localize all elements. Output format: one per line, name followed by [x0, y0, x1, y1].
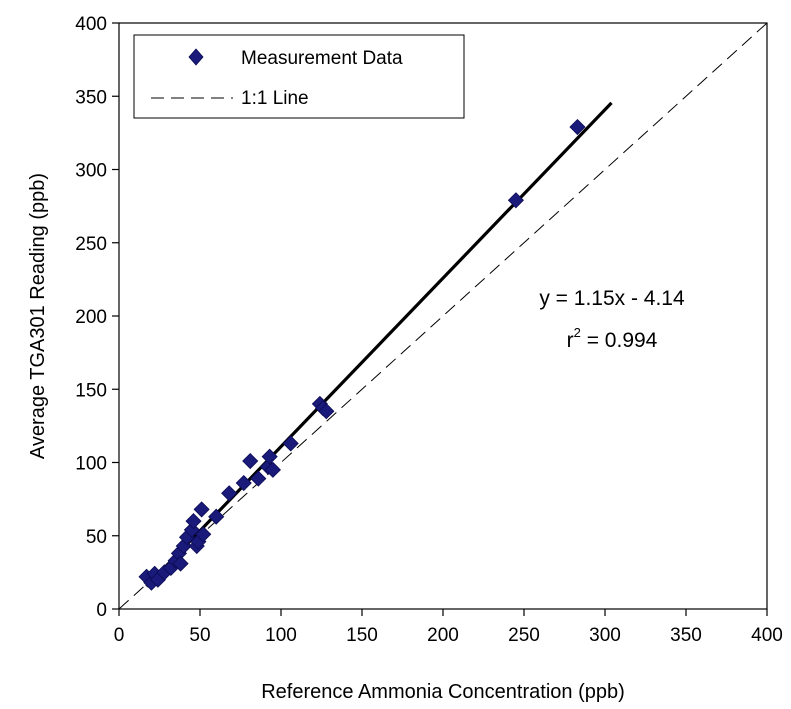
y-tick-label: 300 [75, 161, 107, 182]
data-point-marker [261, 448, 278, 465]
data-point-marker [235, 474, 252, 492]
data-point-marker [221, 485, 238, 502]
x-tick-label: 250 [508, 625, 540, 646]
x-tick-label: 50 [189, 625, 210, 646]
y-tick-label: 200 [75, 307, 107, 328]
data-point-marker [195, 526, 212, 543]
y-tick-label: 400 [75, 14, 107, 35]
data-point-marker [193, 501, 210, 518]
r-squared-text: r2 = 0.994 [567, 325, 658, 352]
y-tick-label: 0 [96, 600, 107, 621]
regression-annotation: y = 1.15x - 4.14 r2 = 0.994 [539, 287, 685, 352]
data-point-marker [208, 508, 225, 525]
x-tick-label: 200 [427, 625, 459, 646]
y-tick-label: 50 [86, 527, 107, 548]
x-tick-label: 0 [114, 625, 125, 646]
regression-equation: y = 1.15x - 4.14 [539, 287, 685, 310]
data-point-marker [282, 435, 299, 452]
reference-lines [118, 22, 768, 610]
legend-label-one-to-one-line: 1:1 Line [241, 88, 309, 109]
axis-ticks: 0 50 100 150 200 250 300 350 400 0 50 100 150 200 250 3… [75, 14, 783, 646]
y-tick-label: 350 [75, 87, 107, 108]
data-point-marker [318, 403, 335, 420]
x-tick-label: 300 [589, 625, 621, 646]
x-axis-label: Reference Ammonia Concentration (ppb) [261, 681, 625, 703]
data-point-marker [185, 513, 202, 530]
y-tick-label: 250 [75, 234, 107, 255]
r-squared-superscript: 2 [574, 325, 581, 340]
legend-box [133, 34, 465, 119]
legend-label-measurement-data: Measurement Data [241, 48, 403, 69]
x-tick-label: 350 [670, 625, 702, 646]
plot-frame [118, 22, 768, 610]
r-squared-value: = 0.994 [581, 329, 658, 352]
y-axis-label: Average TGA301 Reading (ppb) [27, 173, 49, 459]
data-point-marker [172, 555, 189, 572]
x-tick-label: 400 [751, 625, 783, 646]
y-tick-label: 100 [75, 454, 107, 475]
one-to-one-line [118, 22, 768, 610]
data-point-marker [507, 192, 524, 209]
data-point-marker [242, 452, 259, 470]
data-point-marker [569, 118, 586, 136]
data-point-marker [250, 470, 267, 487]
legend-diamond-marker [188, 48, 204, 66]
regression-fit-line [145, 101, 613, 588]
y-tick-label: 150 [75, 380, 107, 401]
x-tick-label: 150 [346, 625, 378, 646]
legend: Measurement Data 1:1 Line [133, 34, 465, 119]
r-squared-r: r [567, 329, 574, 352]
data-points [138, 118, 586, 591]
x-tick-label: 100 [265, 625, 297, 646]
data-point-marker [264, 461, 281, 478]
